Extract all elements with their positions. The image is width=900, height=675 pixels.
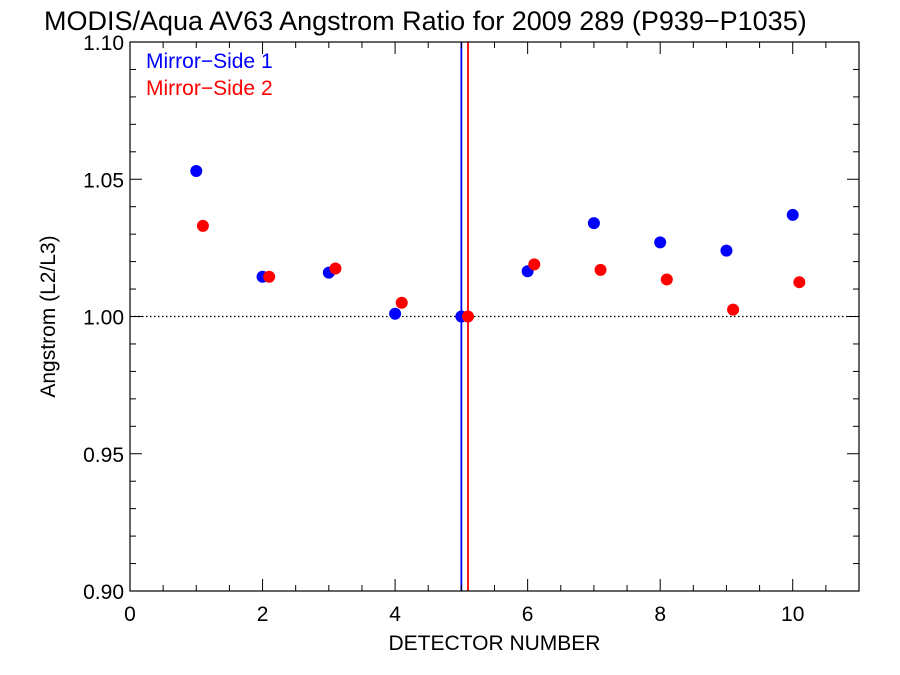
y-tick-label: 1.05 [83, 169, 124, 192]
ms1-point [786, 208, 799, 221]
ms2-point [528, 258, 541, 271]
ms1-point [654, 236, 667, 249]
y-tick-label: 1.00 [83, 307, 124, 330]
ms2-point [395, 296, 408, 309]
x-axis-label: DETECTOR NUMBER [389, 632, 601, 655]
ms2-point [793, 276, 806, 289]
x-tick-label: 2 [257, 603, 269, 626]
x-tick-label: 4 [389, 603, 401, 626]
y-axis-label: Angstrom (L2/L3) [37, 235, 60, 397]
ms2-point [263, 270, 276, 283]
ms2-point [594, 263, 607, 276]
x-tick-label: 8 [654, 603, 666, 626]
ms1-point [720, 244, 733, 257]
ms2-point [196, 219, 209, 232]
legend-entry-ms2: Mirror−Side 2 [146, 77, 273, 100]
ms1-point [190, 165, 203, 178]
y-tick-label: 0.95 [83, 444, 124, 467]
ms2-point [660, 273, 673, 286]
x-tick-label: 0 [124, 603, 136, 626]
chart-title: MODIS/Aqua AV63 Angstrom Ratio for 2009 … [44, 6, 807, 36]
ms2-point [329, 262, 342, 275]
ms1-point [389, 307, 402, 320]
x-tick-label: 6 [522, 603, 534, 626]
ms1-point [587, 217, 600, 230]
y-tick-label: 0.90 [83, 581, 124, 604]
y-tick-label: 1.10 [83, 32, 124, 55]
ms2-point [461, 310, 474, 323]
x-tick-label: 10 [781, 603, 804, 626]
ms2-point [727, 303, 740, 316]
legend-entry-ms1: Mirror−Side 1 [146, 50, 273, 73]
